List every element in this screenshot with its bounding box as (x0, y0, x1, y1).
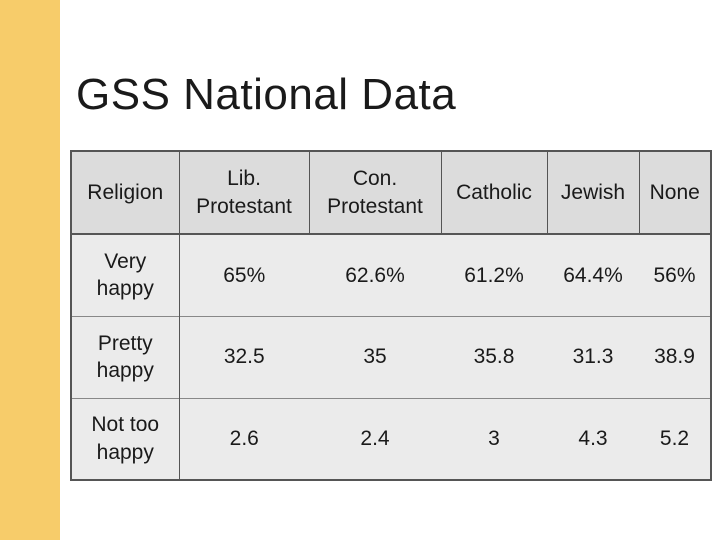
table-cell: 65% (223, 263, 266, 287)
column-header-jewish: Jewish (547, 151, 640, 235)
happiness-by-religion-table: Religion Lib. Protestant Con. Protestant… (70, 150, 712, 481)
column-header-none: None (639, 151, 712, 235)
column-header-religion: Religion (70, 151, 180, 235)
table-cell: 3 (441, 398, 547, 481)
table-cell: 35.8 (473, 345, 515, 369)
table-cell: 4.3 (547, 398, 639, 481)
table-cell: 2.4 (309, 398, 441, 481)
table-cell: 31.3 (572, 345, 614, 369)
column-header-con-protestant: Con. Protestant (309, 151, 442, 235)
table-cell: 32.5 (223, 345, 265, 369)
slide-title: GSS National Data (76, 70, 457, 119)
table-cell: 5.2 (639, 398, 712, 481)
table-row: Very happy 65% 62.6% 61.2% 64.4% 56% (70, 234, 712, 316)
column-header-catholic: Catholic (441, 151, 548, 235)
table-cell: 64.4% (563, 263, 623, 287)
table-cell: 35 (363, 345, 387, 369)
table-cell: 56% (639, 234, 712, 316)
table-cell: 2.6 (179, 398, 309, 481)
accent-sidebar-bar (0, 0, 60, 540)
table-cell: 62.6% (345, 263, 405, 287)
column-header-lib-protestant: Lib. Protestant (179, 151, 310, 235)
table-cell: 38.9 (639, 316, 712, 398)
table-header-row: Religion Lib. Protestant Con. Protestant… (70, 151, 712, 235)
row-label-very-happy: Very happy (70, 234, 180, 316)
row-label-not-too-happy: Not too happy (70, 398, 180, 481)
table-cell: 61.2% (464, 263, 524, 287)
table-row: Not too happy 2.6 2.4 3 4.3 5.2 (70, 398, 712, 481)
table-row: Pretty happy 32.5 35 35.8 31.3 38.9 (70, 316, 712, 398)
row-label-pretty-happy: Pretty happy (70, 316, 180, 398)
